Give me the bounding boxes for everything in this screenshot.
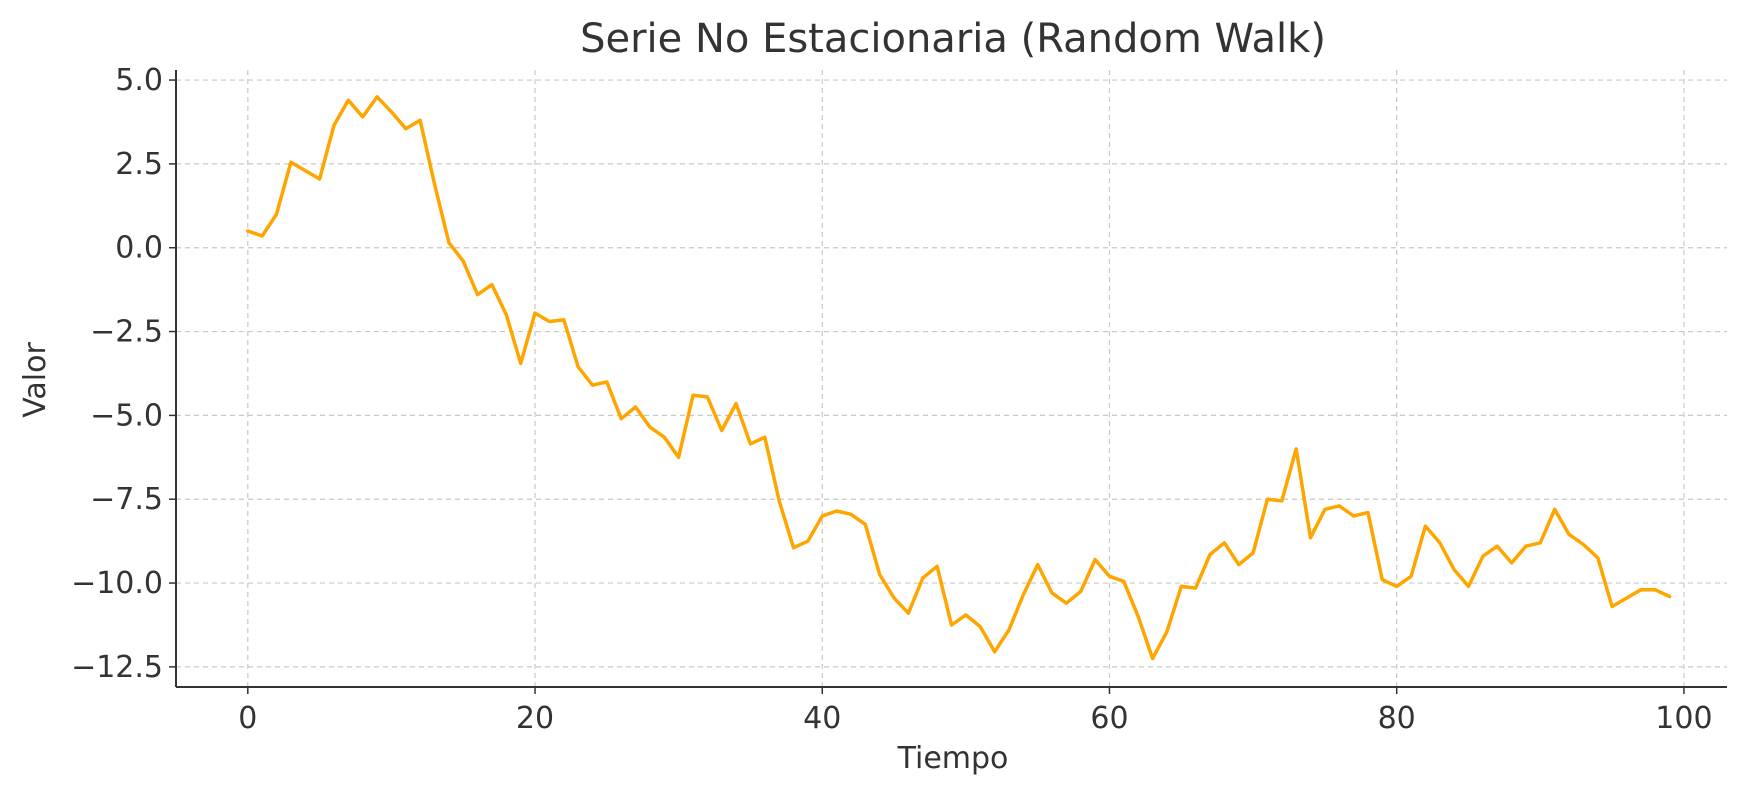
chart-title: Serie No Estacionaria (Random Walk) (580, 16, 1326, 62)
y-tick-label: −2.5 (90, 315, 163, 350)
x-tick-label: 40 (803, 701, 841, 736)
x-tick-label: 80 (1378, 701, 1416, 736)
series-layer (246, 95, 1672, 661)
y-tick-label: −5.0 (90, 398, 163, 433)
y-tick-label: 2.5 (115, 147, 163, 182)
y-tick-label: −7.5 (90, 482, 163, 517)
tick-labels: 0 20 40 60 80 100 5.0 2.5 0.0 −2.5 −5.0 −7.5 −10.0 −1… (71, 63, 1712, 736)
y-tick-label: 0.0 (115, 231, 163, 266)
series-line (246, 95, 1672, 661)
y-tick-label: −12.5 (71, 650, 163, 685)
grid (176, 70, 1727, 687)
x-tick-label: 0 (238, 701, 257, 736)
y-tick-label: 5.0 (115, 63, 163, 98)
axes (169, 70, 1727, 694)
x-axis-label: Tiempo (897, 741, 1009, 776)
y-tick-label: −10.0 (71, 566, 163, 601)
x-tick-label: 20 (516, 701, 554, 736)
x-tick-label: 100 (1655, 701, 1712, 736)
y-axis-label: Valor (18, 342, 53, 418)
x-tick-label: 60 (1090, 701, 1128, 736)
